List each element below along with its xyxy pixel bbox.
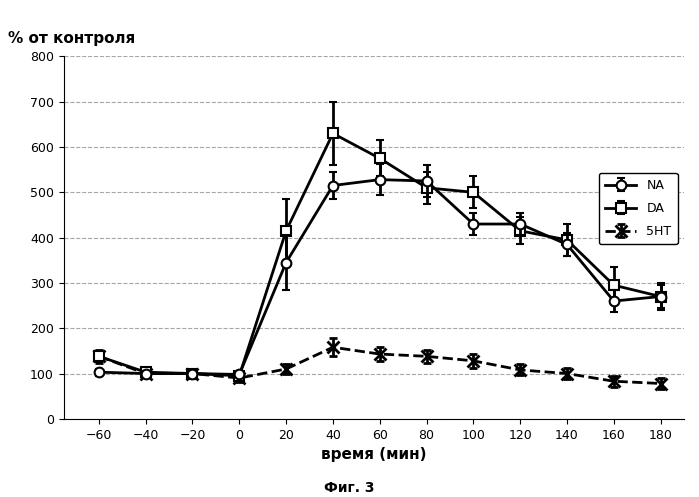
X-axis label: время (мин): время (мин) (321, 447, 426, 462)
Legend: NA, DA, 5HT: NA, DA, 5HT (599, 173, 678, 245)
Text: Фиг. 3: Фиг. 3 (324, 481, 375, 495)
Text: % от контроля: % от контроля (8, 30, 135, 46)
